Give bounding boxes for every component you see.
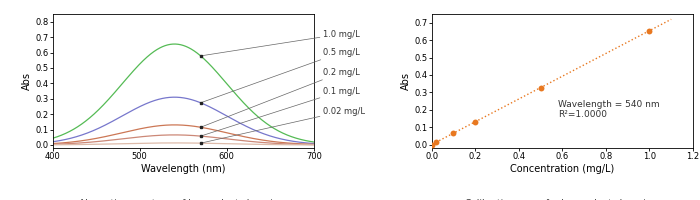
- Text: 0.2 mg/L: 0.2 mg/L: [201, 68, 359, 127]
- Point: [470, 120, 481, 123]
- Text: Calibration curve for hexavalent chromium: Calibration curve for hexavalent chromiu…: [465, 199, 660, 200]
- Y-axis label: Abs: Abs: [401, 72, 412, 90]
- Text: 0.1 mg/L: 0.1 mg/L: [201, 87, 359, 136]
- Text: 0.02 mg/L: 0.02 mg/L: [201, 107, 365, 143]
- X-axis label: Concentration (mg/L): Concentration (mg/L): [510, 164, 615, 174]
- Point: [535, 86, 546, 90]
- Point: [430, 141, 442, 144]
- Point: [448, 132, 459, 135]
- Text: Absorption spectrum of hexavalent chromium: Absorption spectrum of hexavalent chromi…: [79, 199, 288, 200]
- Point: [644, 29, 655, 32]
- Point: [426, 143, 438, 146]
- Text: 1.0 mg/L: 1.0 mg/L: [201, 30, 359, 56]
- X-axis label: Wavelength (nm): Wavelength (nm): [141, 164, 225, 174]
- Text: 0.5 mg/L: 0.5 mg/L: [201, 48, 359, 103]
- Y-axis label: Abs: Abs: [22, 72, 32, 90]
- Text: Wavelength = 540 nm
R²=1.0000: Wavelength = 540 nm R²=1.0000: [558, 100, 659, 119]
